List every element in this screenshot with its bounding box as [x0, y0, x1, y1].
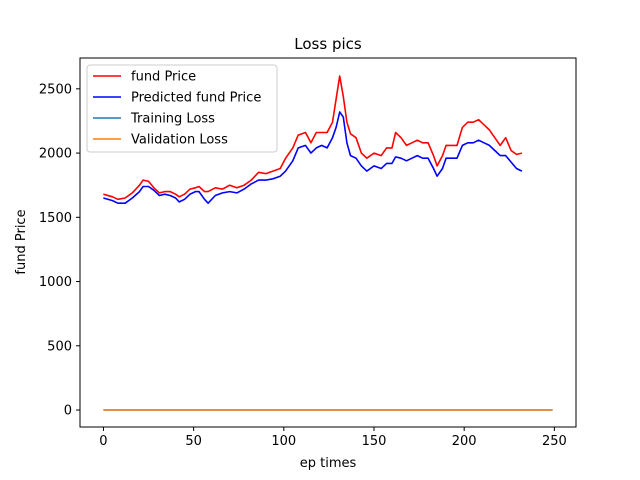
x-axis-label: ep times: [300, 456, 357, 471]
x-tick-label-5: 250: [542, 434, 567, 449]
y-tick-label-0: 0: [64, 404, 72, 419]
x-tick-label-2: 100: [271, 434, 296, 449]
y-tick-label-2: 1000: [39, 275, 72, 290]
legend-label-1: Predicted fund Price: [131, 91, 261, 106]
legend-box: [86, 64, 278, 153]
x-tick-label-0: 0: [99, 434, 107, 449]
legend: fund Price Predicted fund Price Training L…: [86, 64, 278, 153]
y-tick-label-4: 2000: [39, 147, 72, 162]
series-line-1: [103, 111, 523, 204]
y-tick-label-5: 2500: [39, 82, 72, 97]
y-tick-label-1: 500: [47, 339, 72, 354]
y-tick-label-3: 1500: [39, 211, 72, 226]
x-tick-label-4: 200: [452, 434, 477, 449]
series-layer: [103, 75, 553, 411]
y-axis-label: fund Price: [14, 209, 29, 274]
x-tick-label-1: 50: [185, 434, 202, 449]
legend-label-3: Validation Loss: [131, 133, 228, 148]
plot-frame: [79, 57, 577, 428]
series-line-0: [103, 75, 523, 201]
legend-label-0: fund Price: [131, 70, 196, 85]
chart-title: Loss pics: [294, 35, 362, 53]
legend-label-2: Training Loss: [130, 112, 215, 127]
x-tick-label-3: 150: [362, 434, 387, 449]
